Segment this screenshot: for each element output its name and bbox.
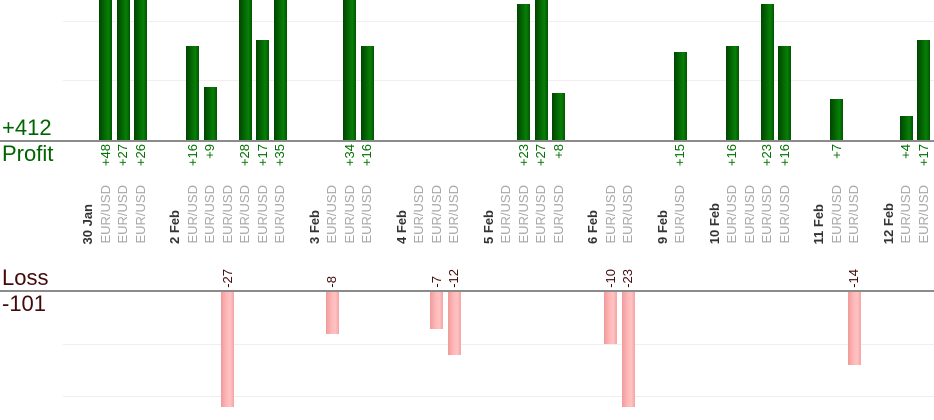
loss-value-label-col: -7 bbox=[428, 252, 446, 288]
profit-bar[interactable] bbox=[899, 116, 913, 140]
profit-bar[interactable] bbox=[99, 0, 113, 140]
profit-bar[interactable] bbox=[917, 39, 931, 140]
profit-bar[interactable] bbox=[256, 39, 270, 140]
profit-bar[interactable] bbox=[760, 4, 774, 140]
profit-axis-name: Profit bbox=[2, 141, 54, 166]
profit-bar[interactable] bbox=[830, 98, 844, 140]
loss-value-label-col: -12 bbox=[446, 252, 464, 288]
loss-bar[interactable] bbox=[325, 292, 339, 334]
loss-bar[interactable] bbox=[604, 292, 618, 345]
loss-bar[interactable] bbox=[447, 292, 461, 355]
gridline-loss-10 bbox=[63, 344, 934, 345]
loss-bar[interactable] bbox=[221, 292, 235, 407]
loss-total-label: -101 bbox=[2, 291, 47, 316]
profit-bar[interactable] bbox=[725, 45, 739, 140]
profit-bar[interactable] bbox=[534, 0, 548, 140]
loss-axis-line bbox=[0, 290, 934, 292]
loss-value-label: -23 bbox=[620, 269, 636, 288]
loss-bar[interactable] bbox=[847, 292, 861, 366]
loss-bar[interactable] bbox=[430, 292, 444, 329]
loss-value-label: -12 bbox=[446, 269, 462, 288]
loss-value-label-col: -23 bbox=[620, 252, 638, 288]
profit-bar[interactable] bbox=[343, 0, 357, 140]
profit-bar[interactable] bbox=[134, 0, 148, 140]
loss-value-label-col: -8 bbox=[324, 252, 342, 288]
profit-bar[interactable] bbox=[552, 92, 566, 140]
profit-bar[interactable] bbox=[778, 45, 792, 140]
profit-bar[interactable] bbox=[116, 0, 130, 140]
profit-bar[interactable] bbox=[360, 45, 374, 140]
profit-bar[interactable] bbox=[203, 86, 217, 140]
loss-value-label-col: -14 bbox=[846, 252, 864, 288]
profit-total-label: +412 bbox=[2, 115, 52, 140]
profit-bar[interactable] bbox=[186, 45, 200, 140]
gridline-profit-20 bbox=[63, 21, 934, 22]
loss-value-label: -14 bbox=[846, 269, 862, 288]
loss-value-label: -7 bbox=[428, 276, 444, 288]
loss-value-label: -10 bbox=[602, 269, 618, 288]
loss-value-label: -27 bbox=[219, 269, 235, 288]
profit-axis-line bbox=[0, 140, 934, 142]
loss-axis-name: Loss bbox=[2, 265, 49, 290]
profit-bar[interactable] bbox=[673, 51, 687, 140]
profit-bar[interactable] bbox=[238, 0, 252, 140]
gridline-profit-10 bbox=[63, 80, 934, 81]
profit-bar[interactable] bbox=[273, 0, 287, 140]
loss-bar[interactable] bbox=[621, 292, 635, 407]
loss-value-label-col: -27 bbox=[219, 252, 237, 288]
gridline-loss-20 bbox=[63, 396, 934, 397]
profit-bar[interactable] bbox=[517, 4, 531, 140]
loss-plot-area bbox=[0, 292, 934, 407]
loss-value-label-col: -10 bbox=[602, 252, 620, 288]
loss-value-label: -8 bbox=[324, 276, 340, 288]
profit-plot-area bbox=[0, 0, 934, 140]
